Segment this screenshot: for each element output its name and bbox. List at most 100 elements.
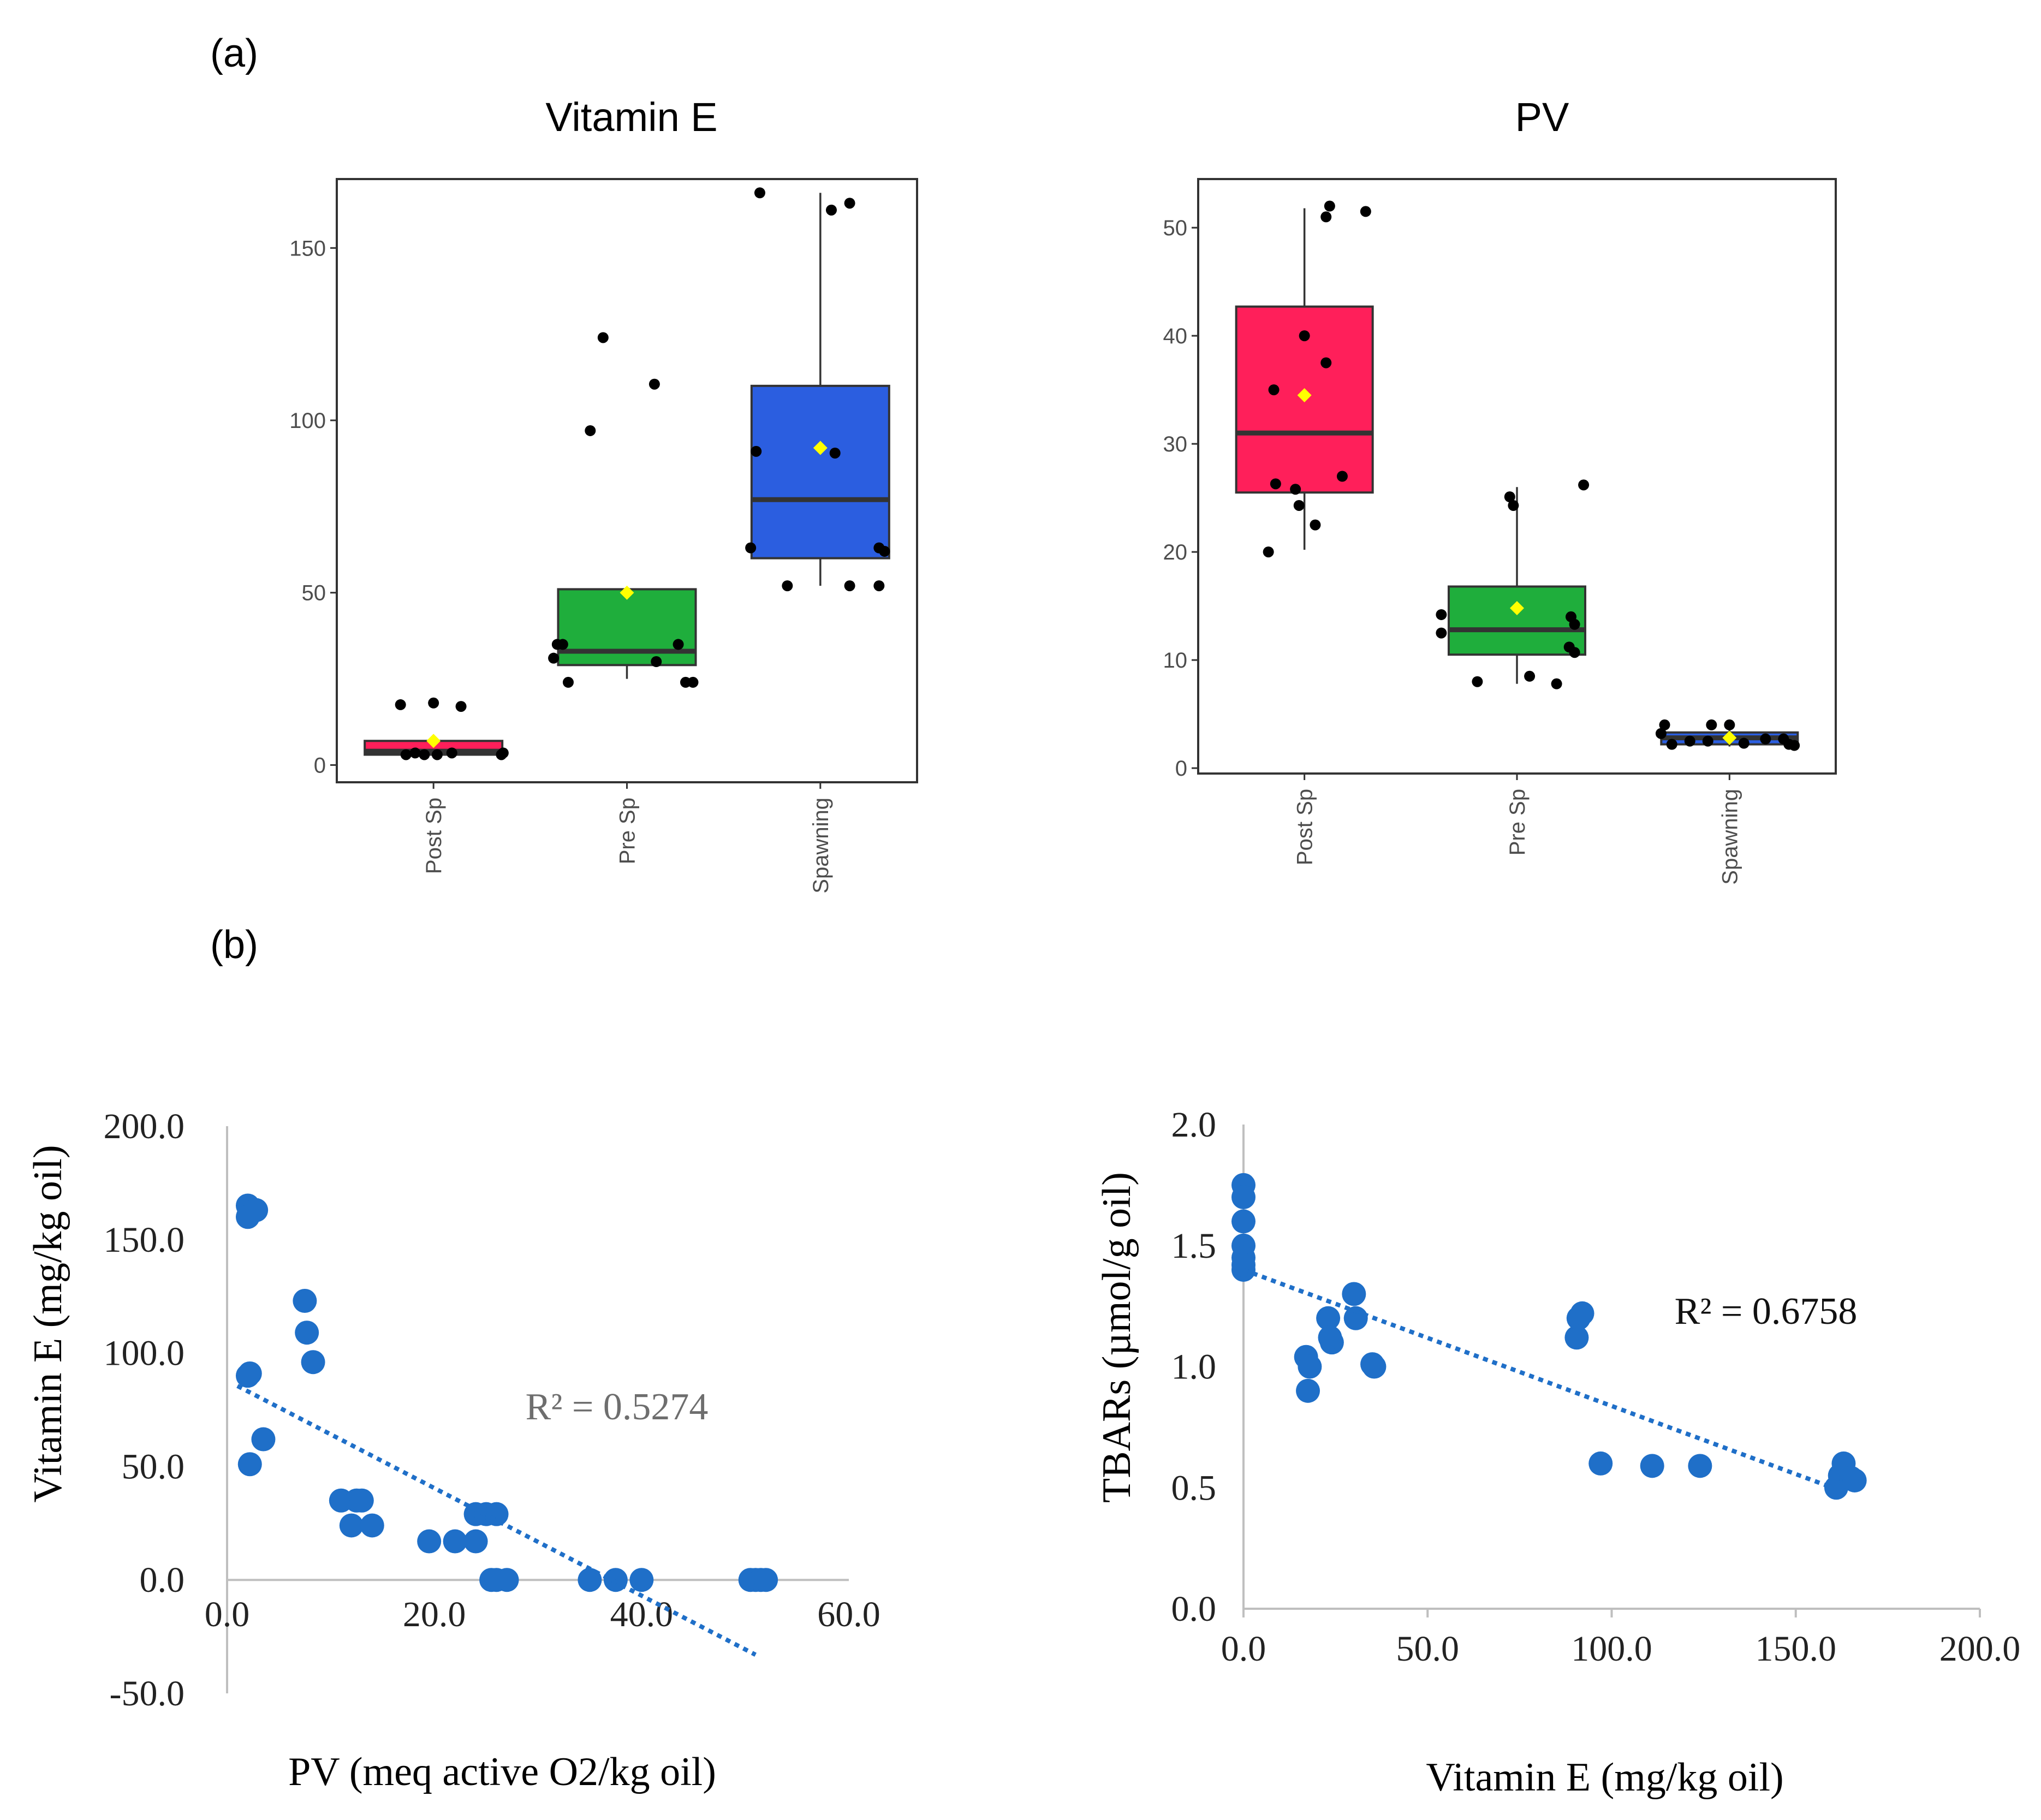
vite-y-tick-label: 0 (314, 753, 326, 777)
pv-x-tick-label: Post Sp (1293, 789, 1317, 865)
scatter2-data-point (1343, 1306, 1368, 1330)
scatter1-r2-label: R² = 0.5274 (526, 1386, 709, 1428)
pv-data-point (1578, 479, 1590, 491)
pv-data-point (1320, 357, 1332, 368)
vite-data-point (873, 580, 885, 592)
vite-x-tick-label: Post Sp (422, 798, 446, 874)
scatter2-data-point (1231, 1253, 1255, 1277)
scatter2-x-label: Vitamin E (mg/kg oil) (1426, 1755, 1783, 1800)
scatter2-y-tick-label: 1.5 (1171, 1226, 1217, 1266)
pv-x-tick-label: Pre Sp (1506, 789, 1530, 855)
scatter1-x-tick-label: 60.0 (817, 1595, 880, 1634)
scatter2-data-point (1570, 1301, 1594, 1325)
pv-data-point (1270, 478, 1281, 490)
scatter1-y-tick-label: 100.0 (104, 1334, 185, 1373)
pv-data-point (1504, 491, 1515, 503)
scatter1-y-tick-label: 150.0 (104, 1220, 185, 1260)
scatter1-data-point (339, 1513, 364, 1538)
scatter2-data-point (1316, 1306, 1341, 1330)
pv-data-point (1666, 739, 1677, 750)
scatter2-data-point (1318, 1325, 1342, 1350)
scatter1-data-point (495, 1568, 519, 1592)
vite-data-point (648, 378, 660, 390)
vite-data-point (431, 749, 443, 760)
scatter1-data-point (244, 1198, 269, 1222)
pv-y-tick-label: 0 (1175, 757, 1187, 781)
vite-data-point (428, 697, 439, 709)
vite-x-tick-label: Pre Sp (616, 798, 640, 864)
pv-data-point (1436, 627, 1447, 639)
boxplot-pv: 0 10 20 30 40 50 Post Sp Pre Sp Spawning (1163, 178, 1837, 885)
vite-data-point (557, 639, 568, 650)
vite-data-point (455, 701, 467, 712)
scatter1-y-tick-label: 50.0 (122, 1447, 185, 1486)
scatter1-y-label: Vitamin E (mg/kg oil) (26, 1145, 70, 1502)
scatter2-data-point (1296, 1378, 1320, 1403)
scatter2-x-tick-label: 50.0 (1396, 1629, 1460, 1669)
scatter1-data-point (629, 1568, 654, 1592)
scatter1-y-tick-label: 0.0 (140, 1560, 185, 1600)
scatter2-data-point (1842, 1468, 1867, 1492)
scatter1-data-point (443, 1529, 467, 1554)
pv-data-point (1706, 719, 1717, 730)
scatter1-data-point (295, 1321, 319, 1345)
vite-data-point (879, 545, 890, 557)
scatter2-data-point (1640, 1454, 1664, 1478)
pv-data-point (1524, 670, 1536, 682)
pv-data-point (1684, 735, 1695, 747)
scatter2-x-tick-label: 150.0 (1756, 1629, 1837, 1669)
scatter1-x-label: PV (meq active O2/kg oil) (288, 1750, 716, 1794)
scatter2-y-tick-label: 0.0 (1171, 1589, 1217, 1629)
pv-data-point (1569, 647, 1580, 658)
vite-data-point (597, 332, 609, 343)
scatter1-data-point (251, 1427, 276, 1452)
pv-y-tick-label: 10 (1163, 649, 1188, 673)
vite-data-point (825, 204, 837, 216)
pv-x-tick-label: Spawning (1718, 789, 1742, 885)
scatter1-data-point (417, 1529, 442, 1554)
scatter1-data-point (463, 1529, 488, 1554)
pv-data-point (1436, 609, 1447, 620)
pv-data-point (1724, 719, 1735, 730)
pv-data-point (1659, 719, 1670, 730)
pv-mean-marker (1510, 601, 1524, 616)
scatter2-data-point (1564, 1325, 1589, 1350)
vite-data-point (782, 580, 793, 592)
vite-mean-marker (813, 441, 828, 455)
scatter2-data-point (1342, 1282, 1366, 1306)
vite-data-point (673, 639, 684, 650)
vite-data-point (562, 676, 574, 688)
vite-data-point (446, 747, 457, 759)
pv-y-tick-label: 40 (1163, 324, 1188, 348)
pv-data-point (1310, 519, 1321, 531)
scatter2-data-point (1688, 1454, 1712, 1478)
pv-data-point (1472, 676, 1483, 687)
pv-data-point (1336, 471, 1348, 482)
vite-data-point (400, 749, 412, 760)
pv-data-point (1789, 740, 1800, 751)
vite-y-tick-label: 50 (302, 581, 326, 605)
scatter2-y-tick-label: 2.0 (1171, 1105, 1217, 1145)
pv-data-point (1320, 211, 1332, 223)
pv-data-point (1293, 499, 1305, 511)
vite-data-point (745, 542, 757, 554)
pv-data-point (1702, 735, 1713, 747)
pv-data-point (1738, 737, 1750, 749)
scatter1-data-point (484, 1502, 509, 1526)
scatter1-data-point (293, 1289, 317, 1313)
vite-y-tick-label: 150 (289, 236, 326, 260)
pv-y-tick-label: 30 (1163, 432, 1188, 456)
pv-data-point (1263, 546, 1274, 558)
scatter1-data-point (237, 1452, 262, 1477)
pv-box-pre-sp (1448, 585, 1586, 656)
vite-data-point (829, 447, 841, 459)
scatter2-data-point (1231, 1185, 1255, 1210)
panel-label-a: (a) (210, 32, 258, 75)
scatter2-data-point (1362, 1354, 1387, 1379)
vite-data-point (496, 749, 507, 760)
panel-label-b: (b) (210, 923, 258, 967)
pv-y-tick-label: 50 (1163, 216, 1188, 240)
scatter2-y-tick-label: 0.5 (1171, 1468, 1217, 1508)
scatter1-x-tick-label: 40.0 (610, 1595, 674, 1634)
vite-data-point (687, 676, 699, 688)
